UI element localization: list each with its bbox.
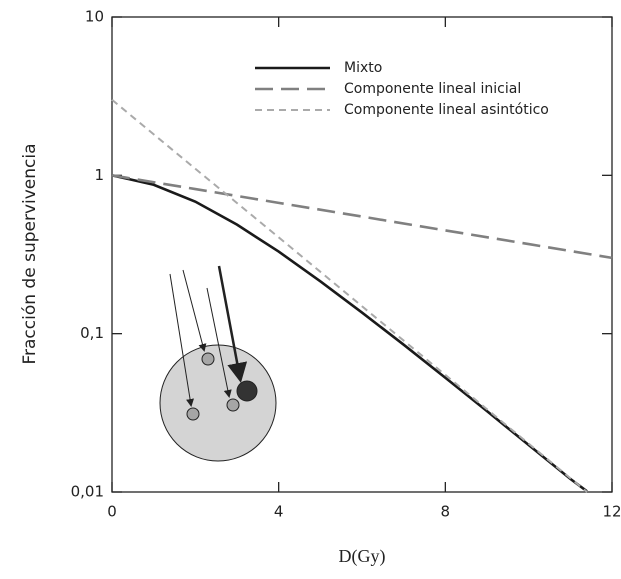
legend-label: Componente lineal asintótico bbox=[344, 102, 549, 118]
x-tick-label: 0 bbox=[107, 503, 117, 521]
x-axis-label: D(Gy) bbox=[339, 546, 386, 567]
x-tick-label: 12 bbox=[602, 503, 621, 521]
plot-frame bbox=[111, 16, 613, 493]
y-tick-label: 0,1 bbox=[80, 324, 104, 342]
series-line bbox=[111, 174, 588, 493]
series-line bbox=[111, 99, 588, 493]
legend-label: Componente lineal inicial bbox=[344, 81, 521, 97]
y-axis-label: Fracción de supervivencia bbox=[20, 143, 40, 364]
cell-illustration bbox=[159, 265, 277, 462]
series-line bbox=[111, 174, 613, 260]
legend-label: Mixto bbox=[344, 60, 382, 76]
x-tick-label: 4 bbox=[274, 503, 284, 521]
y-tick-label: 0,01 bbox=[71, 483, 104, 501]
y-tick-label: 10 bbox=[85, 8, 104, 26]
y-tick-label: 1 bbox=[94, 166, 104, 184]
x-tick-label: 8 bbox=[441, 503, 451, 521]
